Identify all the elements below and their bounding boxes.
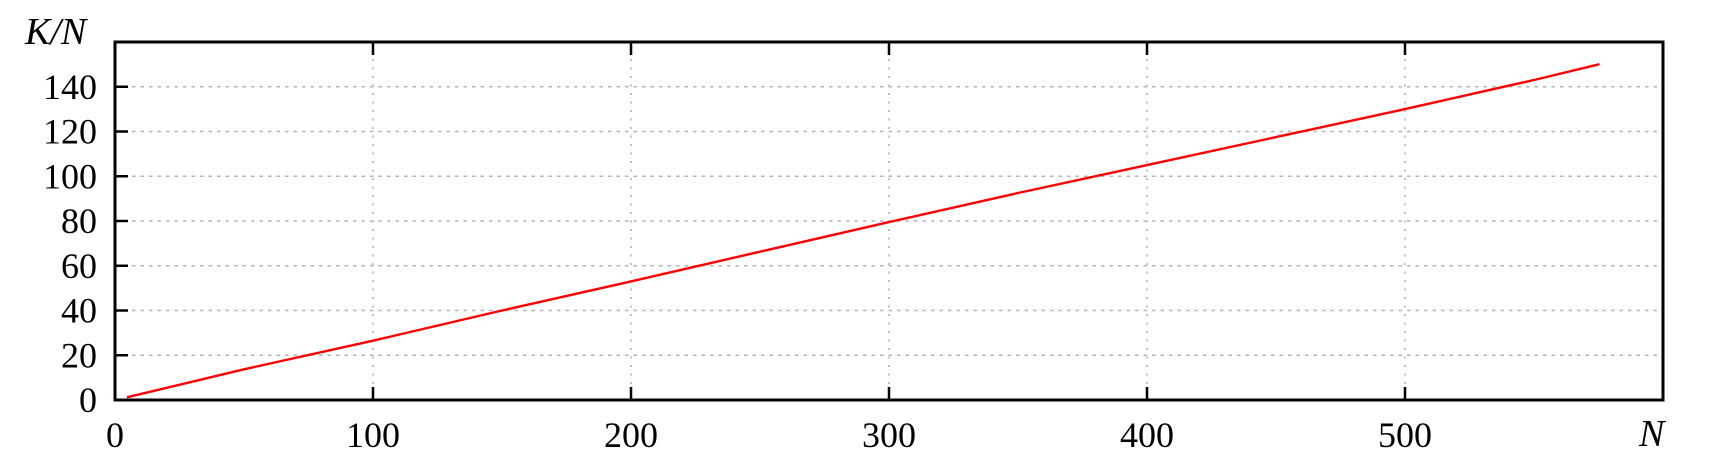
x-tick-label: 500 <box>1378 415 1432 455</box>
x-tick-label: 0 <box>106 415 124 455</box>
y-tick-label: 120 <box>43 112 97 152</box>
x-tick-label: 200 <box>604 415 658 455</box>
y-tick-label: 20 <box>61 335 97 375</box>
y-tick-label: 80 <box>61 201 97 241</box>
x-tick-label: 300 <box>862 415 916 455</box>
plot-border <box>113 40 1665 402</box>
plot-border-rect <box>113 40 1665 402</box>
y-axis-label: K/N <box>25 11 87 53</box>
y-tick-label: 60 <box>61 246 97 286</box>
series-line <box>126 63 1600 399</box>
x-tick-label: 100 <box>346 415 400 455</box>
x-axis-label: N <box>1639 413 1665 455</box>
axis-ticks <box>113 42 1407 402</box>
data-series <box>126 63 1600 399</box>
x-tick-label: 400 <box>1120 415 1174 455</box>
y-tick-label: 0 <box>79 380 97 420</box>
y-tick-label: 140 <box>43 67 97 107</box>
y-tick-label: 40 <box>61 291 97 331</box>
y-tick-label: 100 <box>43 156 97 196</box>
